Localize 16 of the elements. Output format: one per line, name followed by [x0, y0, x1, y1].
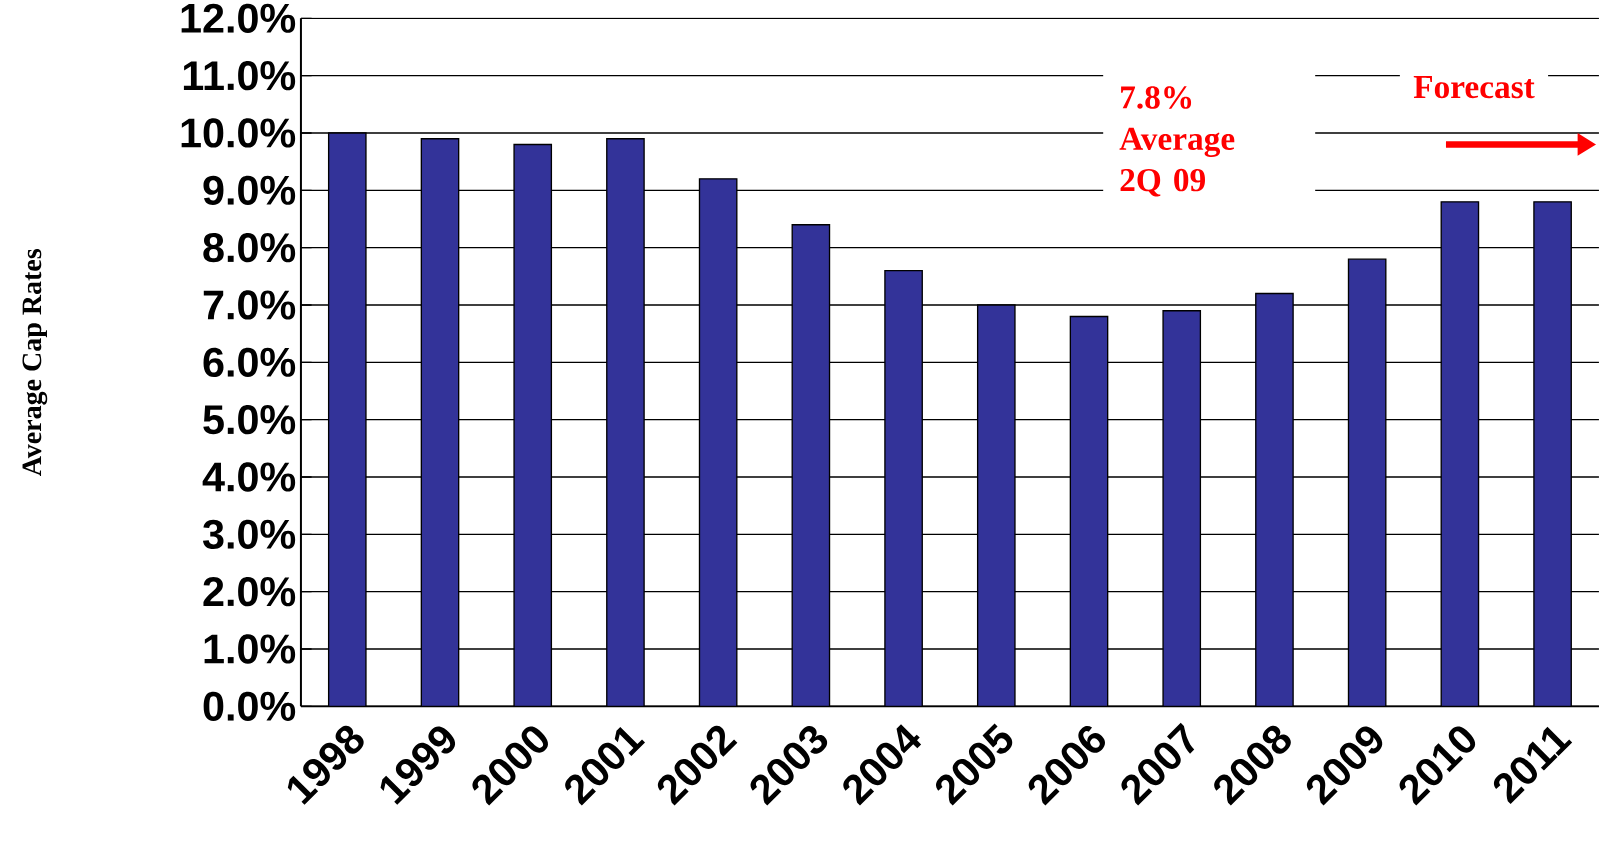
- y-tick-label: 10.0%: [181, 118, 296, 148]
- annotation: Forecast: [1413, 76, 1535, 99]
- y-tick-label: 6.0%: [203, 347, 296, 377]
- y-tick-label: 3.0%: [202, 519, 296, 549]
- y-tick-label: 8.0%: [203, 233, 296, 263]
- y-tick-label: 9.0%: [203, 175, 296, 205]
- y-tick-label: 11.0%: [183, 61, 296, 91]
- y-tick-label: 7.0%: [203, 290, 296, 320]
- y-tick-label: 1.0%: [204, 634, 296, 664]
- y-tick-label: 5.0%: [203, 405, 296, 435]
- y-axis-title: Average Cap Rates: [22, 249, 48, 477]
- y-tick-label: 0.0%: [203, 691, 296, 721]
- annotation: 7.8% Average 2Q 09: [1119, 86, 1235, 197]
- y-tick-label: 2.0%: [203, 577, 296, 607]
- y-tick-label: 4.0%: [202, 462, 296, 492]
- y-tick-label: 12.0%: [181, 3, 296, 33]
